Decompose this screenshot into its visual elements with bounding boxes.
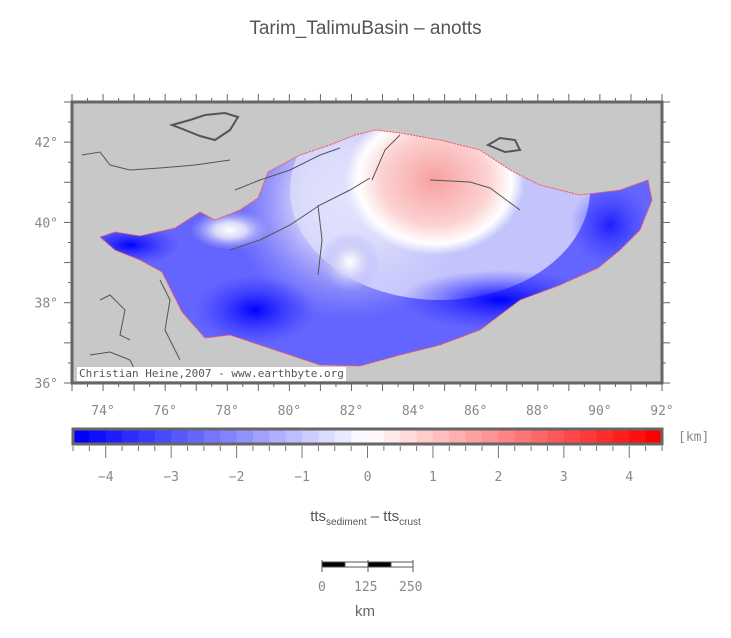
colorbar-cell (203, 429, 221, 444)
scale-label-0: 0 (318, 580, 326, 595)
map-axes: 74° 76° 78° 80° 82° 84° 86° 88° 90° 92° 36° 38° 40° 4… (35, 94, 674, 419)
colorbar-cell (596, 429, 614, 444)
param-op: – (366, 508, 384, 525)
colorbar-cell (285, 429, 303, 444)
colorbar-cell (383, 429, 401, 444)
colorbar-label: −4 (98, 470, 114, 485)
lon-label: 90° (588, 404, 611, 419)
colorbar-cell (154, 429, 172, 444)
colorbar-cell (252, 429, 270, 444)
lon-label: 80° (278, 404, 301, 419)
colorbar: −4 −3 −2 −1 0 1 2 3 4 (71, 427, 664, 485)
lon-label: 92° (650, 404, 673, 419)
colorbar-cell (220, 429, 238, 444)
colorbar-cell (432, 429, 450, 444)
colorbar-cell (73, 429, 90, 444)
parameter-label: ttssediment – ttscrust (0, 508, 731, 528)
colorbar-label: −1 (294, 470, 310, 485)
lat-label: 42° (35, 136, 58, 151)
figure-title: Tarim_TalimuBasin – anotts (249, 18, 482, 39)
colorbar-label: 4 (625, 470, 633, 485)
colorbar-cell (302, 429, 319, 444)
map: 74° 76° 78° 80° 82° 84° 86° 88° 90° 92° 36° 38° 40° 4… (35, 94, 674, 419)
lon-label: 82° (340, 404, 363, 419)
colorbar-frame (71, 427, 664, 446)
lon-label: 78° (216, 404, 239, 419)
colorbar-cell (171, 429, 189, 444)
colorbar-unit: [km] (678, 430, 710, 445)
scale-bar (321, 560, 414, 572)
colorbar-cell (334, 429, 352, 444)
colorbar-label: 0 (364, 470, 372, 485)
colorbar-cell (367, 429, 385, 444)
colorbar-label: 1 (429, 470, 437, 485)
lon-label: 84° (402, 404, 425, 419)
colorbar-label: −2 (229, 470, 245, 485)
colorbar-cell (318, 429, 336, 444)
colorbar-cell (105, 429, 123, 444)
colorbar-cell (89, 429, 107, 444)
colorbar-cell (449, 429, 467, 444)
colorbar-cell (531, 429, 548, 444)
param-a-sub: sediment (326, 517, 367, 528)
colorbar-cell (482, 429, 499, 444)
coastlines-and-faults (81, 111, 522, 381)
colorbar-label: 3 (560, 470, 568, 485)
colorbar-cell (269, 429, 287, 444)
lat-label: 38° (35, 297, 58, 312)
lat-label: 36° (35, 377, 58, 392)
lon-label: 74° (91, 404, 114, 419)
colorbar-cell (612, 429, 630, 444)
colorbar-cell (629, 429, 647, 444)
scale-label-250: 250 (399, 580, 423, 595)
colorbar-cell (138, 429, 156, 444)
param-a: tts (310, 508, 327, 525)
lon-label: 76° (153, 404, 176, 419)
lat-label: 40° (35, 216, 58, 231)
colorbar-cell (645, 429, 663, 444)
colorbar-cell (416, 429, 434, 444)
colorbar-cell (547, 429, 565, 444)
colorbar-cell (351, 429, 368, 444)
colorbar-label: 2 (494, 470, 502, 485)
credit-text: Christian Heine,2007 - www.earthbyte.org (77, 367, 346, 381)
colorbar-cell (236, 429, 254, 444)
colorbar-cell (580, 429, 598, 444)
colorbar-cell (563, 429, 581, 444)
colorbar-cell (465, 429, 483, 444)
colorbar-cell (514, 429, 532, 444)
scale-unit: km (355, 603, 375, 620)
param-b-sub: crust (399, 517, 421, 528)
colorbar-cell (187, 429, 205, 444)
colorbar-label: −3 (163, 470, 179, 485)
colorbar-cell (122, 429, 139, 444)
colorbar-cell (400, 429, 418, 444)
basin-outline (99, 129, 653, 367)
lon-label: 86° (464, 404, 487, 419)
scale-label-125: 125 (354, 580, 378, 595)
colorbar-cell (498, 429, 516, 444)
lon-label: 88° (526, 404, 549, 419)
param-b: tts (383, 508, 400, 525)
